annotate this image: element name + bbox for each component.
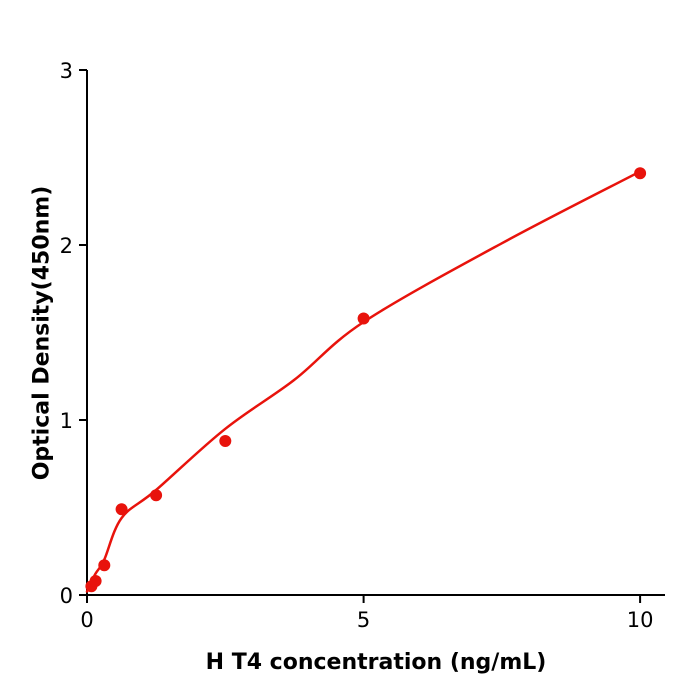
data-point [634,167,647,180]
x-tick-label: 10 [627,608,654,632]
data-point [150,489,163,502]
x-tick-label: 5 [357,608,370,632]
x-axis-title: H T4 concentration (ng/mL) [205,650,547,675]
data-point [98,559,111,572]
data-point [219,435,232,447]
y-tick-label: 0 [60,584,73,608]
y-axis-title: Optical Density(450nm) [29,185,55,481]
y-tick-label: 3 [60,59,73,83]
fit-curve-line [85,170,642,593]
y-tick-label: 2 [60,234,73,258]
x-tick-label: 0 [80,608,93,632]
data-point [89,575,102,587]
data-point [357,312,370,325]
data-point [115,503,128,516]
y-tick-label: 1 [60,409,73,433]
